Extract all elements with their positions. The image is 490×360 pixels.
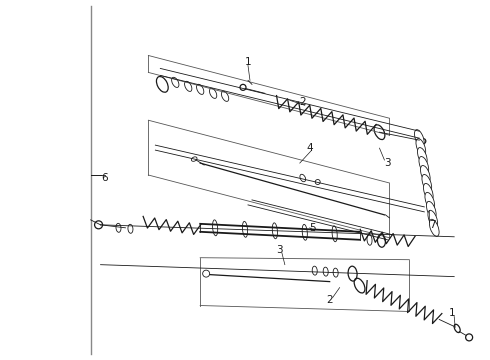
Ellipse shape <box>302 224 307 240</box>
Ellipse shape <box>419 157 429 174</box>
Ellipse shape <box>210 88 217 98</box>
Ellipse shape <box>426 201 436 219</box>
Ellipse shape <box>425 192 435 210</box>
Text: 4: 4 <box>306 143 313 153</box>
Text: 3: 3 <box>276 245 283 255</box>
Ellipse shape <box>213 220 218 236</box>
Ellipse shape <box>415 130 424 147</box>
Text: 2: 2 <box>326 294 333 305</box>
Text: 1: 1 <box>449 309 456 319</box>
Ellipse shape <box>428 210 438 228</box>
Ellipse shape <box>423 183 433 201</box>
Ellipse shape <box>272 223 277 239</box>
Ellipse shape <box>417 148 427 165</box>
Text: 6: 6 <box>101 173 108 183</box>
Text: 7: 7 <box>429 220 436 230</box>
Ellipse shape <box>172 77 179 87</box>
Ellipse shape <box>416 139 426 156</box>
Ellipse shape <box>185 81 192 91</box>
Ellipse shape <box>332 226 337 242</box>
Ellipse shape <box>196 84 204 94</box>
Ellipse shape <box>243 221 247 237</box>
Ellipse shape <box>420 166 430 183</box>
Text: 3: 3 <box>384 158 391 168</box>
Ellipse shape <box>221 91 229 102</box>
Ellipse shape <box>422 175 432 192</box>
Text: 5: 5 <box>309 223 316 233</box>
Text: 2: 2 <box>299 97 306 107</box>
Text: 1: 1 <box>245 58 251 67</box>
Ellipse shape <box>429 219 439 237</box>
